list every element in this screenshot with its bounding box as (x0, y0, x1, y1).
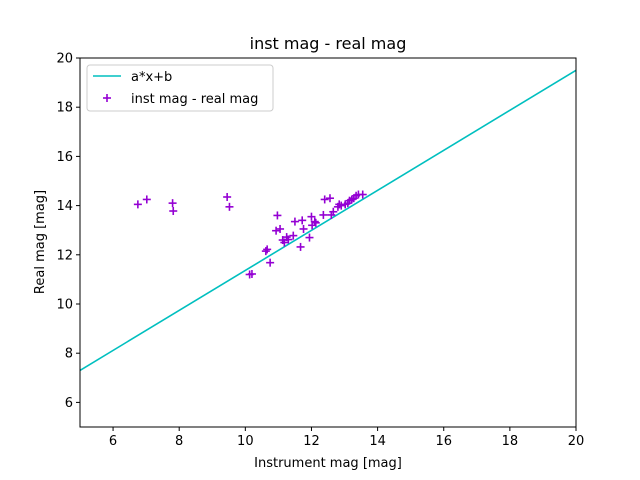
data-point (263, 245, 272, 254)
y-tick-label: 14 (56, 199, 73, 214)
legend: a*x+b inst mag - real mag (86, 64, 274, 112)
x-tick-label: 12 (303, 434, 320, 449)
data-point (133, 200, 142, 209)
plot-frame (79, 57, 577, 428)
data-point (310, 217, 319, 226)
x-axis: 6 8 10 12 14 16 18 20 (109, 427, 584, 449)
data-point (311, 218, 320, 227)
data-point (168, 199, 177, 208)
plot-area (79, 69, 577, 372)
data-point (325, 194, 334, 203)
data-point (273, 211, 282, 220)
y-tick-label: 10 (56, 298, 73, 313)
x-axis-title: Instrument mag [mag] (254, 456, 402, 471)
legend-label-fit: a*x+b (131, 70, 172, 85)
data-point (169, 207, 178, 216)
x-tick-label: 20 (568, 434, 585, 449)
legend-label-scatter: inst mag - real mag (131, 92, 258, 107)
legend-box (86, 64, 274, 112)
y-tick-label: 16 (56, 150, 73, 165)
chart-title: inst mag - real mag (250, 34, 407, 53)
data-point (307, 212, 316, 221)
x-tick-label: 14 (369, 434, 386, 449)
x-tick-label: 6 (109, 434, 117, 449)
data-point (299, 224, 308, 233)
y-tick-label: 18 (56, 101, 73, 116)
data-point (272, 226, 281, 235)
x-tick-label: 16 (435, 434, 452, 449)
x-tick-label: 8 (175, 434, 183, 449)
fit-line (79, 69, 577, 372)
y-tick-label: 8 (65, 347, 73, 362)
data-point (276, 224, 285, 233)
data-point (142, 195, 151, 204)
x-tick-label: 18 (502, 434, 519, 449)
data-point (290, 217, 299, 226)
data-point (358, 190, 367, 199)
data-point (289, 231, 298, 240)
data-point (319, 210, 328, 219)
data-point (247, 269, 256, 278)
data-point (266, 258, 275, 267)
data-point (225, 202, 234, 211)
y-axis-title: Real mag [mag] (33, 190, 48, 294)
legend-plus-marker (103, 94, 111, 102)
data-point (261, 247, 270, 256)
data-point (298, 216, 307, 225)
y-tick-label: 20 (56, 52, 73, 67)
data-point (223, 192, 232, 201)
x-tick-label: 10 (237, 434, 254, 449)
data-point (329, 207, 338, 216)
y-axis: 6 8 10 12 14 16 18 20 (56, 52, 80, 411)
data-point (305, 233, 314, 242)
data-point (337, 201, 346, 210)
y-tick-label: 6 (65, 396, 73, 411)
legend-marker-swatch (103, 94, 111, 102)
data-point (296, 242, 305, 251)
y-tick-label: 12 (56, 248, 73, 263)
data-point (320, 195, 329, 204)
data-point (284, 235, 293, 244)
